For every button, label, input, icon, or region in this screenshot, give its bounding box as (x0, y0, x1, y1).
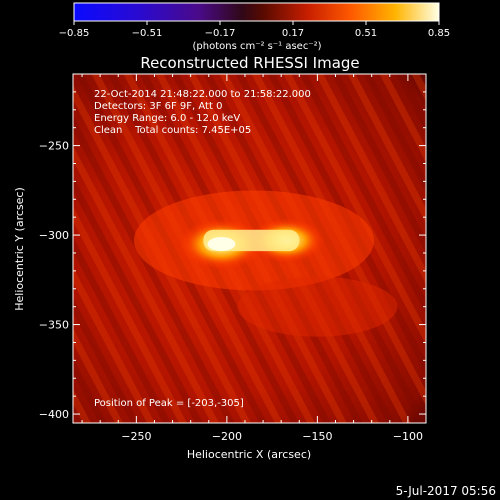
colorbar-tick-label: 0.85 (428, 28, 450, 39)
y-axis-label: Heliocentric Y (arcsec) (13, 187, 26, 311)
footer-date: 5-Jul-2017 05:56 (396, 484, 496, 498)
colorbar-unit-label: (photons cm⁻² s⁻¹ asec⁻²) (192, 41, 321, 52)
y-tick-label: −250 (39, 140, 69, 153)
texture-stripe (0, 60, 64, 440)
x-tick-label: −250 (121, 430, 151, 443)
texture-stripe (440, 60, 500, 440)
annotation-line: Energy Range: 6.0 - 12.0 keV (94, 113, 240, 124)
y-tick-label: −350 (39, 319, 69, 332)
texture-stripe (347, 74, 426, 224)
texture-stripe (363, 74, 426, 193)
y-axis: −250 −300 −350 −400 (39, 73, 426, 421)
annotation-line: Detectors: 3F 6F 9F, Att 0 (94, 101, 222, 112)
texture-stripe (73, 267, 156, 423)
texture-stripe (315, 74, 426, 285)
y-tick-label: −400 (39, 408, 69, 421)
texture-stripe (331, 74, 426, 254)
colorbar-tick-label: −0.51 (132, 28, 163, 39)
texture-stripe (73, 175, 204, 423)
x-axis: −250 −200 −150 −100 (81, 74, 427, 443)
texture-stripe (73, 206, 188, 423)
texture-stripe (379, 74, 426, 163)
texture-stripe (73, 236, 172, 423)
texture-stripe (283, 74, 426, 345)
colorbar-tick-label: −0.85 (59, 28, 90, 39)
texture-stripe (299, 74, 426, 315)
colorbar-tick-label: 0.17 (282, 28, 304, 39)
source-halo-lower (237, 276, 398, 337)
x-tick-label: −200 (212, 430, 242, 443)
texture-stripe (73, 327, 124, 423)
texture-stripe (73, 297, 140, 423)
plot-frame (72, 73, 427, 424)
annotation-block: 22-Oct-2014 21:48:22.000 to 21:58:22.000… (94, 89, 311, 136)
chart-title: Reconstructed RHESSI Image (140, 54, 359, 72)
texture-stripe (424, 60, 500, 440)
colorbar-frame (73, 2, 440, 22)
texture-stripe (73, 145, 220, 423)
colorbar (74, 3, 439, 21)
texture-stripe (73, 419, 76, 423)
x-axis-label: Heliocentric X (arcsec) (187, 448, 311, 461)
peak-position-label: Position of Peak = [-203,-305] (94, 398, 244, 409)
heatmap-image (0, 60, 500, 440)
annotation-line: 22-Oct-2014 21:48:22.000 to 21:58:22.000 (94, 89, 311, 100)
texture-stripe (456, 60, 500, 440)
colorbar-ticks: −0.85 −0.51 −0.17 0.17 0.51 0.85 (59, 21, 450, 39)
colorbar-tick-label: 0.51 (355, 28, 377, 39)
texture-stripe (73, 358, 108, 423)
texture-stripe (395, 74, 426, 133)
annotation-line: Clean Total counts: 7.45E+05 (94, 125, 251, 136)
source-peak (207, 237, 236, 252)
heatmap-sources (134, 190, 398, 337)
texture-stripe (488, 60, 500, 440)
colorbar-tick-label: −0.17 (205, 28, 236, 39)
x-tick-label: −100 (393, 430, 423, 443)
texture-stripe (472, 60, 500, 440)
y-tick-label: −300 (39, 229, 69, 242)
x-tick-label: −150 (302, 430, 332, 443)
